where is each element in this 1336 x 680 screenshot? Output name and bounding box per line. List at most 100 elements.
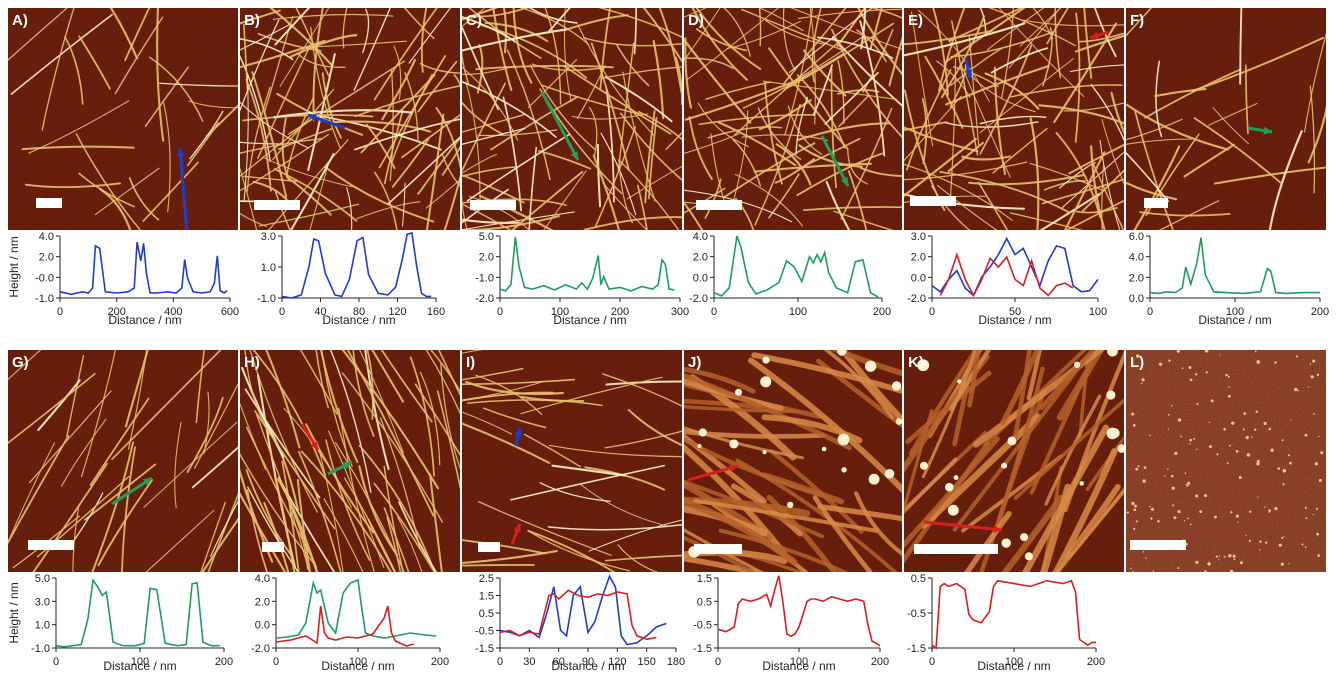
fiber — [462, 25, 500, 111]
fiber — [1155, 60, 1163, 138]
fiber — [8, 8, 68, 61]
x-axis-label: Distance / nm — [108, 313, 181, 327]
fiber — [684, 398, 763, 410]
particle — [1233, 558, 1236, 561]
fiber — [378, 55, 447, 169]
fiber — [245, 469, 293, 557]
fiber — [371, 350, 405, 403]
particle — [1136, 354, 1140, 358]
fiber — [393, 45, 402, 100]
fiber — [381, 58, 417, 121]
fiber — [506, 49, 551, 181]
fiber — [75, 133, 142, 230]
fiber — [462, 391, 554, 402]
fiber — [386, 516, 402, 572]
x-tick-label: 0 — [1147, 306, 1153, 318]
fiber — [274, 8, 311, 46]
fiber — [904, 121, 948, 132]
particle — [1290, 419, 1292, 421]
fiber — [408, 8, 451, 64]
fiber — [796, 122, 891, 142]
fiber — [775, 143, 812, 186]
particle — [1295, 355, 1298, 358]
panel-label-c: C) — [466, 12, 482, 29]
fiber — [528, 8, 578, 24]
fiber — [240, 492, 287, 572]
fiber — [1063, 151, 1106, 230]
arrow-head — [570, 151, 578, 160]
particle — [1168, 359, 1171, 362]
fiber — [684, 187, 726, 214]
fiber — [1029, 117, 1040, 230]
fiber — [430, 350, 460, 393]
fiber — [37, 379, 81, 432]
particle — [947, 504, 959, 516]
panel-label-l: L) — [1130, 354, 1144, 371]
fiber — [462, 9, 470, 86]
fiber — [240, 141, 283, 145]
fiber — [548, 444, 682, 458]
particle — [1186, 484, 1189, 487]
profile-line-blue — [59, 242, 228, 296]
particle — [1204, 570, 1207, 572]
fiber — [425, 350, 460, 415]
particle — [1188, 365, 1192, 369]
particle — [1219, 354, 1221, 356]
fiber — [688, 116, 713, 181]
fiber — [281, 460, 300, 572]
particle — [1135, 467, 1139, 471]
particle — [1205, 371, 1208, 374]
fiber — [796, 74, 846, 149]
height-profile-h: 0 100 200 4.0 2.0 0.0 -2.0 Distance / nm — [251, 573, 449, 673]
fiber — [1001, 494, 1064, 572]
fiber — [425, 113, 445, 230]
x-tick-label: 50 — [1009, 306, 1021, 318]
fiber — [1032, 8, 1054, 40]
fiber — [988, 8, 1077, 47]
x-axis-label: Distance / nm — [553, 313, 626, 327]
fiber — [1074, 12, 1081, 143]
particle — [1270, 448, 1274, 453]
particle — [1149, 505, 1151, 508]
particle — [868, 473, 880, 485]
particle — [1304, 546, 1307, 549]
fiber — [947, 141, 985, 173]
particle — [1142, 479, 1146, 483]
profile-arrow-green — [540, 91, 580, 161]
fiber — [468, 195, 530, 230]
fiber — [697, 102, 749, 148]
y-tick-label: -1.0 — [257, 293, 276, 305]
particle — [957, 379, 962, 384]
fiber — [188, 100, 238, 109]
x-tick-label: 200 — [873, 306, 891, 318]
particle — [1256, 462, 1260, 466]
fiber — [741, 134, 828, 141]
particle — [1301, 543, 1304, 546]
fiber — [462, 166, 516, 178]
fiber — [462, 367, 524, 381]
fiber — [547, 8, 571, 34]
fiber — [684, 38, 752, 124]
particle — [1208, 421, 1210, 424]
fiber — [1063, 351, 1124, 513]
fiber — [665, 131, 682, 150]
afm-image-i: I) — [462, 350, 682, 572]
particle — [1318, 478, 1322, 482]
panel-label-g: G) — [12, 354, 29, 371]
fiber — [1038, 104, 1124, 125]
fiber — [124, 350, 149, 428]
fiber — [462, 564, 535, 567]
fiber — [824, 72, 879, 125]
fiber — [97, 479, 154, 567]
particle — [1258, 548, 1261, 551]
x-tick-label: 0 — [57, 306, 63, 318]
x-tick-label: 100 — [1005, 656, 1023, 668]
particle — [787, 501, 794, 509]
fiber — [342, 8, 348, 49]
y-tick-label: -2.0 — [689, 293, 708, 305]
fiber — [8, 435, 70, 545]
profile-line-blue — [931, 236, 1099, 297]
fiber — [684, 555, 766, 572]
fiber — [904, 137, 977, 198]
fiber — [856, 29, 887, 63]
